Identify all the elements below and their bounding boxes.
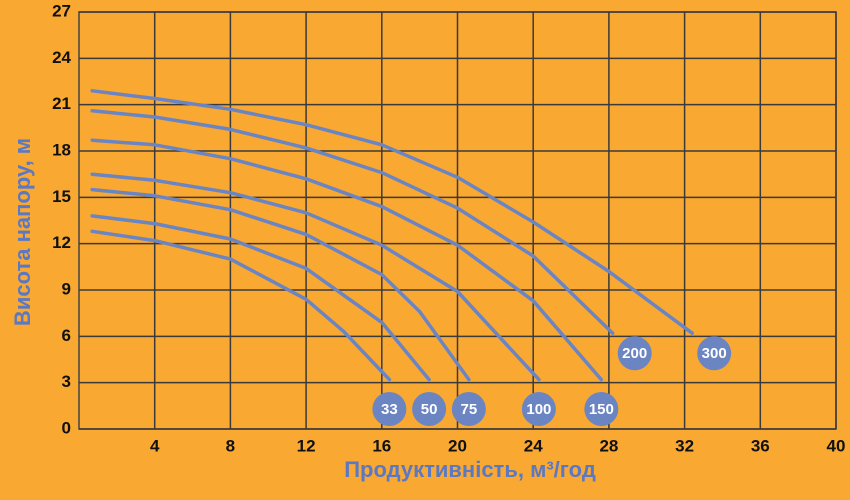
- y-tick-label: 15: [52, 187, 71, 206]
- y-tick-label: 24: [52, 48, 71, 67]
- y-tick-label: 0: [62, 418, 71, 437]
- x-tick-label: 40: [827, 436, 846, 455]
- x-tick-label: 16: [372, 436, 391, 455]
- curve: [90, 138, 604, 382]
- curve: [90, 89, 694, 335]
- x-tick-label: 24: [524, 436, 543, 455]
- legend-label: 150: [589, 401, 614, 418]
- x-axis-label: Продуктивність, м³/год: [344, 457, 596, 482]
- y-tick-label: 12: [52, 233, 71, 252]
- x-tick-label: 12: [297, 436, 316, 455]
- curve-badge: [584, 392, 619, 426]
- legend-label: 300: [702, 345, 727, 362]
- x-tick-label: 8: [226, 436, 235, 455]
- x-tick-label: 4: [150, 436, 160, 455]
- y-tick-label: 27: [52, 1, 71, 20]
- curve-badge: [412, 392, 447, 426]
- curve-badge: [617, 336, 652, 371]
- y-tick-label: 6: [62, 326, 71, 345]
- curve: [90, 187, 471, 382]
- legend-label: 33: [381, 401, 398, 418]
- y-axis-label: Висота напору, м: [10, 138, 35, 326]
- curve-badge: [372, 392, 407, 426]
- x-tick-label: 36: [751, 436, 770, 455]
- y-tick-label: 9: [62, 279, 71, 298]
- curve-badge: [451, 392, 486, 426]
- y-tick-label: 21: [52, 94, 71, 113]
- curve: [90, 229, 392, 382]
- x-tick-label: 28: [599, 436, 618, 455]
- x-tick-label: 20: [448, 436, 467, 455]
- x-tick-label: 32: [675, 436, 694, 455]
- curve: [90, 109, 615, 335]
- curve: [90, 172, 541, 382]
- y-tick-label: 18: [52, 140, 71, 159]
- curve-badge: [697, 336, 732, 371]
- curve-badge: [521, 392, 556, 426]
- legend-label: 50: [421, 401, 438, 418]
- legend-label: 200: [622, 345, 647, 362]
- y-tick-label: 3: [62, 372, 71, 391]
- curve: [90, 214, 431, 382]
- legend-label: 100: [526, 401, 551, 418]
- legend-label: 75: [461, 401, 478, 418]
